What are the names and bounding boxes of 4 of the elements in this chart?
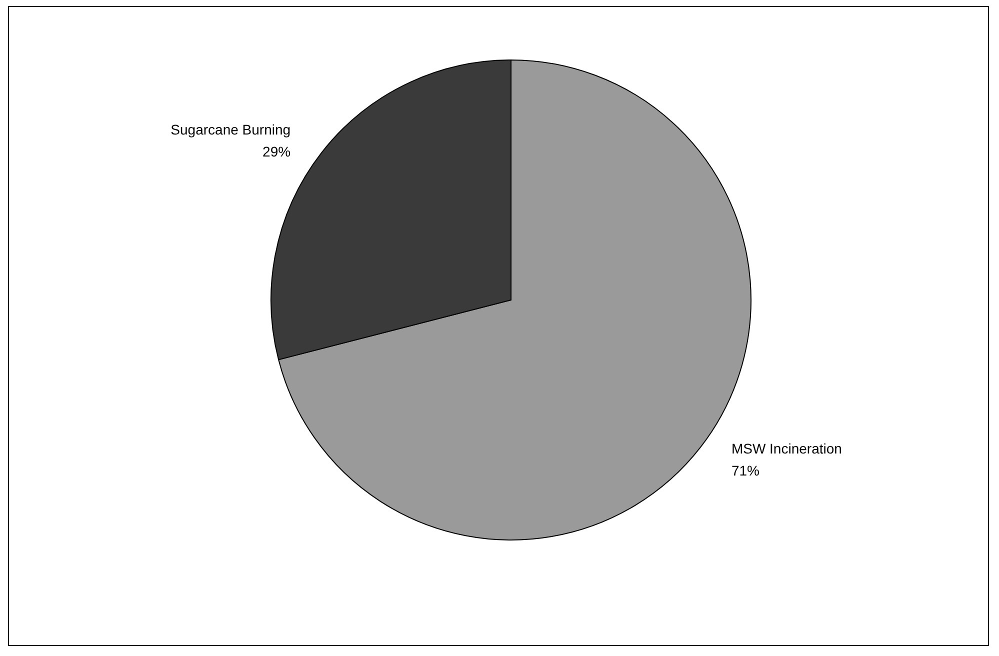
slice-label: Sugarcane Burning <box>170 122 291 138</box>
data-label: 71% <box>731 462 760 478</box>
slice-label: MSW Incineration <box>731 440 842 456</box>
data-label: 29% <box>262 144 291 160</box>
